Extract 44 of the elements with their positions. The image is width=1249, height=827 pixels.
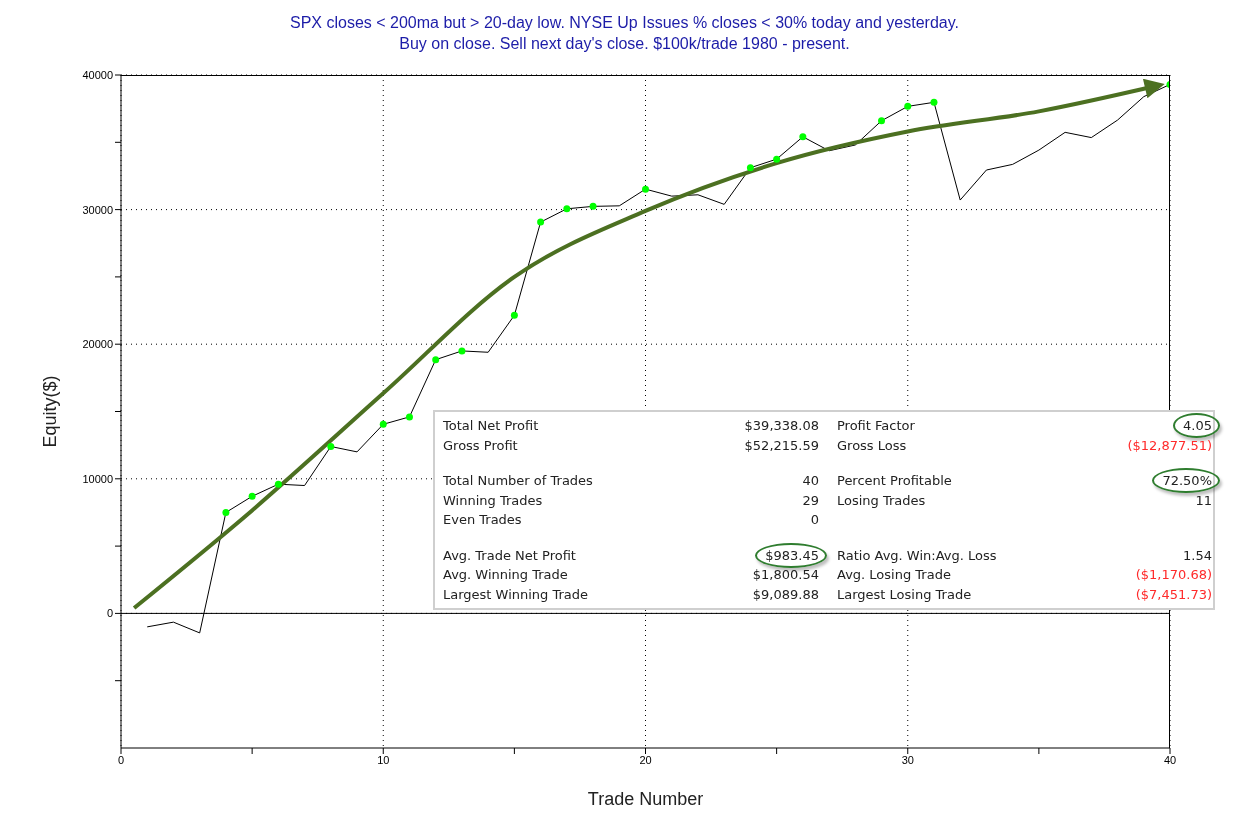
annotation: Avg. Losing Trade	[837, 567, 951, 582]
y-tick-label: 0	[106, 607, 113, 620]
annotation: Winning Trades	[443, 492, 543, 508]
annotation: $983.45	[765, 547, 819, 563]
annotation: 40	[802, 473, 819, 488]
x-tick-label: 30	[901, 753, 914, 766]
annotation: Largest Winning Trade	[443, 586, 589, 602]
x-axis-title: Trade Number	[587, 789, 704, 809]
annotation: Gross Profit	[443, 437, 518, 453]
annotation: ($1,170.68)	[1135, 567, 1212, 582]
chart-title: SPX closes < 200ma but > 20-day low. NYSE Up Issues % closes < 30% today and yesterday.	[289, 13, 960, 33]
x-tick-label: 10	[377, 753, 390, 766]
x-tick-label: 0	[117, 753, 125, 766]
annotation: $39,338.08	[744, 418, 819, 433]
annotation: Largest Losing Trade	[837, 586, 972, 602]
annotation: Losing Trades	[837, 492, 926, 508]
y-tick-label: 20000	[82, 338, 113, 351]
annotation: Gross Loss	[837, 437, 907, 453]
annotation: $9,089.88	[752, 586, 819, 602]
y-tick-label: 30000	[82, 203, 113, 216]
x-tick-label: 20	[639, 753, 652, 766]
annotation: 0	[810, 512, 819, 527]
annotation: ($7,451.73)	[1135, 586, 1212, 602]
chart-subtitle: Buy on close. Sell next day's close. $100k/trade 1980 - present.	[398, 34, 851, 54]
annotation: Total Number of Trades	[443, 473, 593, 488]
y-axis-title: Equity($)	[40, 375, 61, 448]
annotation: Avg. Trade Net Profit	[443, 547, 576, 563]
annotation: ($12,877.51)	[1127, 437, 1212, 453]
x-tick-label: 40	[1163, 753, 1177, 766]
annotation: Avg. Winning Trade	[443, 567, 568, 582]
annotation: $1,800.54	[752, 567, 819, 582]
y-tick-label: 10000	[82, 472, 113, 485]
text: 4.05	[1183, 418, 1212, 433]
text: 1.54	[1183, 547, 1212, 563]
text: 11	[1195, 492, 1212, 508]
y-tick-label: 40000	[82, 68, 113, 81]
annotation: Profit Factor	[837, 418, 915, 433]
annotation: Percent Profitable	[837, 473, 952, 488]
annotation: Ratio Avg. Win:Avg. Loss	[837, 547, 997, 563]
annotation: 29	[802, 492, 819, 508]
annotation: Even Trades	[443, 512, 522, 527]
annotation: 72.50%	[1162, 473, 1212, 488]
annotation: Total Net Profit	[443, 418, 539, 433]
annotation: $52,215.59	[744, 437, 819, 453]
